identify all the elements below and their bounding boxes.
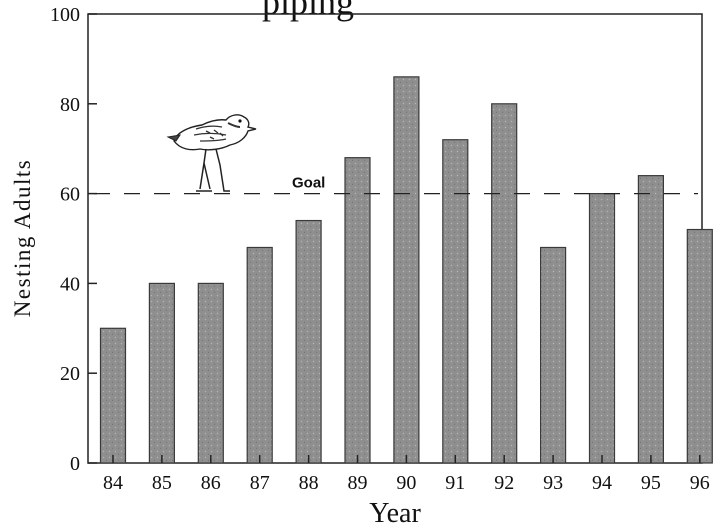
y-tick-label: 20 — [60, 363, 80, 385]
x-tick-label-85: 85 — [152, 472, 172, 494]
x-tick-label-88: 88 — [299, 472, 319, 494]
goal-label: Goal — [292, 175, 325, 192]
bar-87 — [246, 246, 273, 464]
chart-title-fragment: piping — [262, 0, 354, 22]
y-tick-label: 40 — [60, 273, 80, 295]
bar-85 — [148, 282, 175, 464]
x-tick-label-87: 87 — [250, 472, 270, 494]
x-tick-label-93: 93 — [543, 472, 563, 494]
bar-95 — [637, 175, 665, 464]
bar-92 — [491, 103, 518, 464]
y-tick-label: 60 — [60, 184, 80, 206]
bar-88 — [295, 219, 322, 464]
y-tick-label: 0 — [70, 453, 80, 475]
bar-94 — [588, 193, 616, 464]
bar-89 — [344, 157, 371, 464]
x-tick-label-84: 84 — [103, 472, 123, 494]
x-tick-label-96: 96 — [690, 472, 710, 494]
bar-90 — [393, 76, 420, 464]
bar-93 — [539, 246, 567, 464]
x-tick-label-90: 90 — [396, 472, 416, 494]
x-tick-label-86: 86 — [201, 472, 221, 494]
x-axis-title: Year — [369, 498, 421, 529]
x-tick-label-95: 95 — [641, 472, 661, 494]
y-axis-title: Nesting Adults — [10, 159, 35, 317]
plover-bird-icon — [166, 114, 257, 192]
x-tick-label-94: 94 — [592, 472, 612, 494]
x-tick-label-91: 91 — [445, 472, 465, 494]
bar-86 — [197, 282, 224, 464]
x-tick-label-92: 92 — [494, 472, 514, 494]
bar-91 — [442, 139, 469, 464]
y-tick-label: 100 — [50, 4, 80, 26]
bar-96 — [686, 228, 713, 464]
x-tick-label-89: 89 — [348, 472, 368, 494]
y-axis: 0 20 40 60 80 100 — [50, 4, 97, 475]
bar-84 — [99, 327, 127, 464]
x-axis: 84 85 86 87 88 89 90 91 92 93 94 95 96 — [103, 455, 710, 494]
y-tick-label: 80 — [60, 94, 80, 116]
